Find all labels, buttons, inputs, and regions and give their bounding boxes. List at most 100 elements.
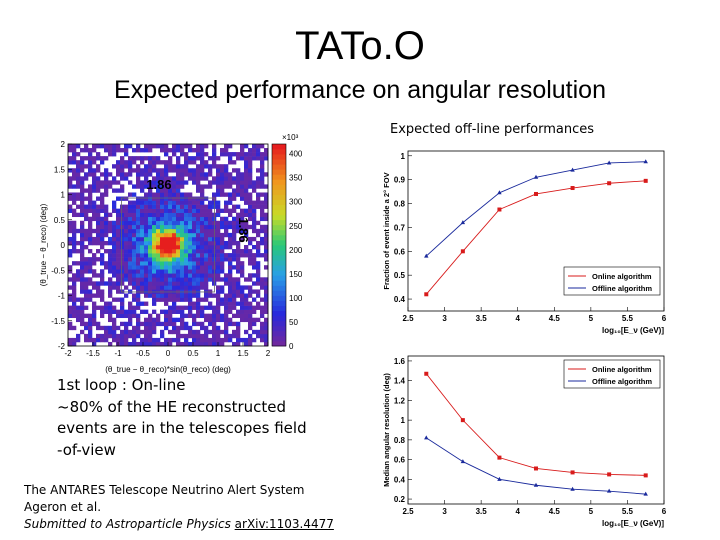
heatmap-cell	[180, 305, 185, 310]
heatmap-cell	[136, 333, 141, 339]
heatmap-cell	[100, 253, 105, 258]
resolution-plot-frame	[407, 355, 665, 505]
heatmap-cell	[116, 240, 121, 246]
heatmap-cell	[236, 265, 241, 270]
heatmap-cell	[100, 289, 105, 294]
heatmap-cell	[120, 168, 125, 173]
fraction-y-ticks: 0.40.50.60.70.80.91	[394, 152, 412, 304]
heatmap-cell	[248, 337, 253, 343]
colorbar-step	[272, 280, 286, 286]
heatmap-cell	[220, 172, 225, 177]
heatmap-cell	[156, 228, 161, 234]
heatmap-cell	[172, 148, 177, 153]
heatmap-cell	[260, 277, 265, 282]
heatmap-cell	[100, 200, 105, 205]
heatmap-cell	[264, 212, 269, 218]
y-tick-label: 1.5	[54, 165, 66, 174]
heatmap-cell	[216, 220, 221, 226]
heatmap-cell	[232, 341, 237, 347]
heatmap-cell	[220, 297, 225, 302]
heatmap-cell	[248, 216, 253, 222]
arxiv-link[interactable]: arXiv:1103.4477	[234, 517, 334, 531]
heatmap-cell	[232, 321, 237, 327]
heatmap-cell	[164, 216, 169, 222]
heatmap-cell	[184, 325, 189, 331]
heatmap-cell	[96, 257, 101, 262]
heatmap-cell	[88, 329, 93, 335]
offline-point	[460, 459, 466, 464]
heatmap-cell	[164, 293, 169, 298]
heatmap-cell	[104, 180, 109, 185]
heatmap-cell	[96, 289, 101, 294]
heatmap-cell	[180, 341, 185, 347]
heatmap-cell	[172, 220, 177, 226]
heatmap-cell	[120, 240, 125, 246]
heatmap-cell	[120, 309, 125, 314]
heatmap-cell	[136, 277, 141, 282]
heatmap-cell	[140, 156, 145, 161]
heatmap-cell	[240, 301, 245, 306]
heatmap-cell	[168, 200, 173, 205]
heatmap-cell	[148, 257, 153, 262]
heatmap-cell	[204, 212, 209, 218]
heatmap-cell	[232, 301, 237, 306]
heatmap-cell	[152, 245, 157, 250]
heatmap-cell	[148, 240, 153, 246]
heatmap-cell	[240, 269, 245, 274]
heatmap-cell	[88, 232, 93, 238]
heatmap-cell	[180, 148, 185, 153]
heatmap-cell	[256, 269, 261, 274]
heatmap-cell	[188, 144, 193, 149]
heatmap-cell	[68, 313, 73, 319]
heatmap-cell	[184, 297, 189, 302]
heatmap-cell	[100, 184, 105, 189]
heatmap-cell	[176, 212, 181, 218]
heatmap-cell	[232, 293, 237, 298]
heatmap-cell	[180, 293, 185, 298]
heatmap-cell	[112, 317, 117, 323]
heatmap-cell	[228, 265, 233, 270]
heatmap-cell	[228, 212, 233, 218]
heatmap-cell	[128, 212, 133, 218]
heatmap-cell	[120, 176, 125, 181]
heatmap-cell	[180, 297, 185, 302]
heatmap-cell	[180, 220, 185, 226]
heatmap-cell	[240, 249, 245, 254]
colorbar-step	[272, 340, 286, 347]
heatmap-cell	[220, 236, 225, 242]
heatmap-cell	[180, 245, 185, 250]
heatmap-cell	[228, 176, 233, 181]
heatmap-cell	[164, 277, 169, 282]
heatmap-cell	[136, 164, 141, 169]
heatmap-cell	[92, 160, 97, 165]
heatmap-cell	[136, 341, 141, 347]
heatmap-cell	[152, 240, 157, 246]
heatmap-cell	[208, 293, 213, 298]
heatmap-cell	[132, 253, 137, 258]
heatmap-cell	[116, 180, 121, 185]
heatmap-cell	[80, 285, 85, 290]
heatmap-cell	[188, 301, 193, 306]
heatmap-cell	[252, 144, 257, 149]
heatmap-cell	[136, 240, 141, 246]
heatmap-cell	[264, 196, 269, 201]
heatmap-cell	[232, 228, 237, 234]
heatmap-cell	[228, 293, 233, 298]
heatmap-cell	[248, 277, 253, 282]
heatmap-cell	[200, 216, 205, 222]
heatmap-cell	[92, 313, 97, 319]
heatmap-cell	[244, 188, 249, 193]
heatmap-cell	[104, 224, 109, 230]
heatmap-cell	[156, 341, 161, 347]
heatmap-cell	[160, 333, 165, 339]
heatmap-cell	[260, 313, 265, 319]
heatmap-cell	[88, 160, 93, 165]
heatmap-cell	[160, 188, 165, 193]
heatmap-cell	[96, 180, 101, 185]
heatmap-cell	[136, 200, 141, 205]
colorbar-step	[272, 305, 286, 312]
heatmap-cell	[252, 281, 257, 286]
heatmap-cell	[116, 325, 121, 331]
heatmap-cell	[76, 160, 81, 165]
heatmap-cell	[132, 232, 137, 238]
